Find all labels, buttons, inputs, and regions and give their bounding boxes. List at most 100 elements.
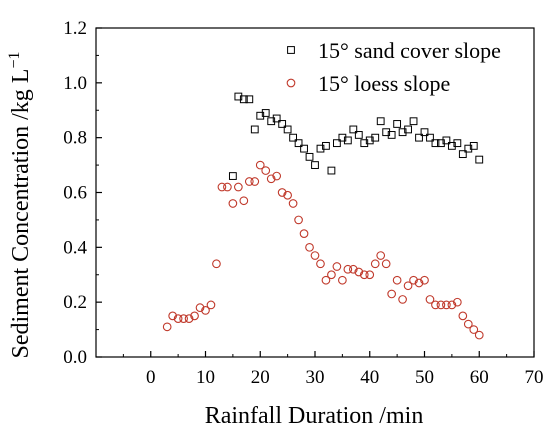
data-point-loess: [343, 264, 353, 274]
data-point-loess: [338, 275, 347, 285]
data-point-loess: [255, 160, 265, 170]
data-point-loess: [294, 215, 303, 225]
data-point-loess: [365, 270, 375, 280]
data-point-loess: [261, 166, 271, 175]
y-axis-title: Sediment Concentration /kg L−1: [6, 52, 34, 359]
data-point-sand-cover: [409, 117, 418, 126]
data-point-sand-cover: [426, 133, 434, 142]
data-point-loess: [370, 259, 380, 269]
data-point-sand-cover: [322, 141, 330, 150]
data-point-loess: [299, 229, 309, 238]
y-tick-label: 1.2: [63, 18, 87, 39]
data-point-loess: [223, 182, 232, 192]
data-point-sand-cover: [278, 120, 287, 128]
data-point-loess: [387, 289, 397, 299]
data-point-loess: [234, 182, 243, 192]
data-point-sand-cover: [437, 139, 445, 148]
data-point-sand-cover: [371, 133, 380, 142]
data-point-sand-cover: [365, 136, 374, 145]
data-point-loess: [266, 174, 276, 184]
data-point-sand-cover: [316, 144, 325, 153]
data-point-sand-cover: [354, 131, 363, 139]
legend: 15° sand cover slope 15° loess slope: [286, 38, 501, 96]
y-tick-label: 0.4: [63, 237, 87, 258]
y-tick-label: 0.8: [63, 128, 87, 149]
data-point-loess: [305, 242, 314, 252]
data-point-sand-cover: [447, 141, 456, 150]
y-tick-label: 0.6: [63, 183, 87, 204]
y-axis-ticks: 0.0 0.2 0.4 0.6 0.8 1.0 1.2: [63, 18, 102, 368]
data-point-loess: [436, 300, 446, 310]
data-point-sand-cover: [261, 109, 270, 117]
plot-frame: [95, 27, 535, 358]
data-point-loess: [409, 275, 418, 285]
data-point-sand-cover: [338, 133, 347, 142]
data-point-sand-cover: [431, 139, 440, 148]
data-point-loess: [403, 281, 413, 291]
data-point-loess: [228, 199, 238, 208]
data-point-sand-cover: [256, 111, 265, 120]
data-point-sand-cover: [420, 128, 429, 137]
data-point-sand-cover: [360, 139, 369, 148]
data-point-loess: [414, 278, 424, 288]
x-tick-label: 0: [146, 367, 156, 388]
data-point-sand-cover: [393, 120, 402, 128]
data-point-loess: [272, 171, 282, 181]
data-point-sand-cover: [300, 144, 308, 153]
data-point-loess: [244, 177, 254, 186]
data-point-sand-cover: [311, 161, 319, 169]
data-point-sand-cover: [349, 125, 358, 134]
legend-label-loess: 15° loess slope: [318, 71, 450, 96]
data-point-loess: [392, 275, 402, 285]
data-point-loess: [398, 295, 407, 304]
data-point-sand-cover: [343, 136, 352, 145]
data-point-sand-cover: [294, 139, 303, 148]
data-point-loess: [201, 306, 210, 315]
y-tick-label: 1.0: [63, 73, 87, 94]
data-point-loess: [179, 314, 188, 323]
data-point-loess: [359, 270, 369, 280]
x-tick-label: 20: [251, 367, 270, 388]
data-point-sand-cover: [376, 117, 385, 126]
data-point-sand-cover: [250, 125, 259, 134]
data-point-sand-cover: [442, 136, 451, 145]
y-tick-label: 0.2: [63, 292, 87, 313]
series-layer: [162, 92, 484, 340]
data-point-sand-cover: [458, 150, 467, 159]
data-point-loess: [469, 325, 479, 334]
data-point-loess: [327, 270, 336, 280]
legend-label-sand-cover: 15° sand cover slope: [318, 38, 501, 63]
x-tick-label: 30: [306, 367, 325, 388]
data-point-loess: [239, 196, 249, 206]
data-point-sand-cover: [283, 125, 292, 134]
data-point-sand-cover: [239, 95, 248, 104]
legend-square-marker: [287, 46, 295, 54]
legend-item-sand-cover: 15° sand cover slope: [287, 38, 501, 63]
data-point-loess: [420, 275, 429, 285]
data-point-sand-cover: [382, 128, 391, 137]
data-point-loess: [425, 295, 435, 304]
data-point-loess: [206, 300, 216, 310]
legend-item-loess: 15° loess slope: [286, 71, 450, 96]
data-point-loess: [190, 311, 199, 321]
data-point-loess: [458, 311, 468, 321]
x-tick-label: 40: [360, 367, 379, 388]
data-point-loess: [184, 314, 194, 323]
data-point-loess: [217, 182, 227, 192]
data-point-sand-cover: [333, 139, 341, 148]
data-point-loess: [277, 188, 287, 197]
data-point-sand-cover: [267, 117, 276, 126]
data-point-loess: [283, 190, 292, 200]
data-point-loess: [168, 311, 177, 321]
data-point-loess: [316, 259, 325, 269]
data-point-sand-cover: [289, 133, 298, 142]
x-tick-label: 60: [470, 367, 489, 388]
data-point-loess: [250, 177, 260, 186]
x-tick-label: 50: [415, 367, 434, 388]
data-point-sand-cover: [415, 133, 423, 142]
data-point-loess: [376, 251, 386, 260]
data-point-loess: [162, 322, 172, 332]
data-point-loess: [332, 262, 342, 271]
data-point-loess: [474, 330, 484, 340]
